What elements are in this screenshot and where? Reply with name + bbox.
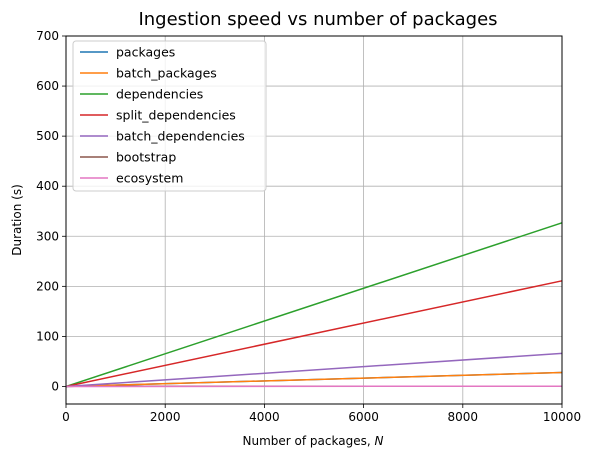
- y-tick-label: 700: [36, 29, 59, 43]
- x-tick-label: 4000: [249, 410, 280, 424]
- x-tick-label: 6000: [348, 410, 379, 424]
- y-tick-label: 0: [51, 379, 59, 393]
- legend-label: ecosystem: [116, 171, 183, 186]
- legend-label: bootstrap: [116, 150, 176, 165]
- series-line-batch-dependencies: [65, 352, 563, 388]
- legend-label: batch_packages: [116, 66, 217, 81]
- y-tick-label: 600: [36, 79, 59, 93]
- legend-label: packages: [116, 45, 175, 60]
- y-tick-label: 500: [36, 129, 59, 143]
- plot-area: [65, 35, 563, 405]
- legend-label: split_dependencies: [116, 108, 236, 123]
- x-axis-label-text: Number of packages,: [243, 434, 375, 448]
- x-tick-label: 8000: [448, 410, 479, 424]
- y-tick-label: 200: [36, 279, 59, 293]
- series-line-split-dependencies: [65, 280, 563, 388]
- y-axis-label: Duration (s): [10, 184, 24, 256]
- legend-label: dependencies: [116, 87, 203, 102]
- legend-label: batch_dependencies: [116, 129, 245, 144]
- legend-box: [72, 40, 267, 192]
- legend: packages batch_packages dependencies split_…: [72, 40, 267, 192]
- axis-ticks: 0 2000 4000 6000 8000 10000 0 100 200 300 400 500 60…: [36, 29, 581, 424]
- series-lines: [65, 222, 563, 388]
- series-line-dependencies: [65, 222, 563, 388]
- x-tick-label: 0: [62, 410, 70, 424]
- x-tick-label: 10000: [543, 410, 581, 424]
- x-tick-label: 2000: [150, 410, 181, 424]
- y-tick-label: 400: [36, 179, 59, 193]
- y-tick-label: 100: [36, 329, 59, 343]
- chart-title: Ingestion speed vs number of packages: [138, 9, 497, 30]
- x-axis-label-variable: N: [374, 434, 383, 448]
- series-line-batch-packages: [65, 371, 563, 388]
- x-axis-label: Number of packages, N: [243, 434, 384, 448]
- y-tick-label: 300: [36, 229, 59, 243]
